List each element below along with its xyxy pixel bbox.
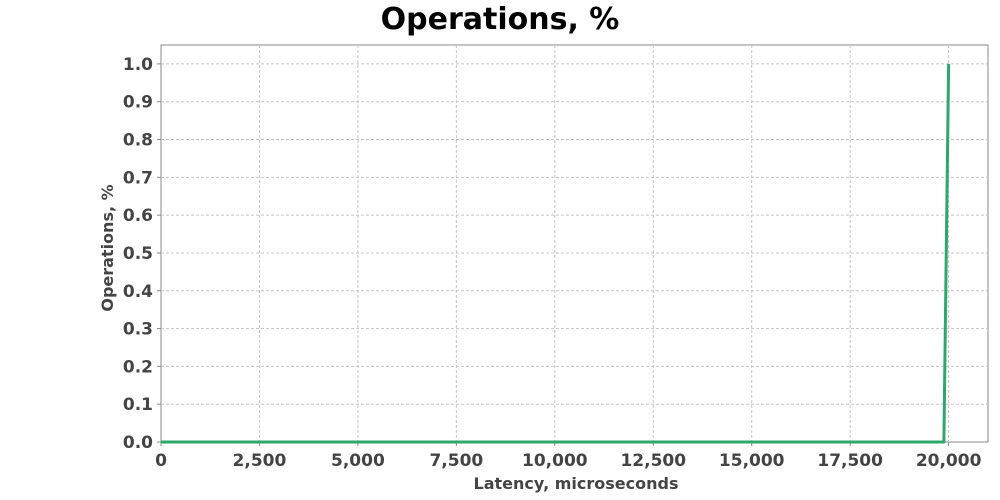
horizontal-gridlines bbox=[161, 63, 988, 405]
x-tick-label: 20,000 bbox=[916, 451, 982, 471]
y-tick-label: 0.3 bbox=[123, 320, 153, 340]
y-tick-label: 1.0 bbox=[123, 55, 153, 75]
y-tick-label: 0.6 bbox=[123, 206, 153, 226]
y-tick-label: 0.8 bbox=[123, 131, 153, 151]
x-axis-ticks: 0 2,500 5,000 7,500 10,000 12,500 15,000 17,500… bbox=[155, 442, 982, 471]
y-tick-label: 0.9 bbox=[123, 93, 153, 113]
y-axis-ticks: 0.0 0.1 0.2 0.3 0.4 0.5 0.6 0.7 0.8 0.9 1.0 bbox=[123, 55, 161, 453]
x-tick-label: 15,000 bbox=[719, 451, 785, 471]
x-tick-label: 17,500 bbox=[817, 451, 883, 471]
x-tick-label: 0 bbox=[155, 451, 167, 471]
x-tick-label: 10,000 bbox=[522, 451, 588, 471]
y-axis-label: Operations, % bbox=[98, 184, 117, 311]
y-tick-label: 0.1 bbox=[123, 395, 153, 415]
series-layer bbox=[160, 63, 951, 444]
x-tick-label: 12,500 bbox=[620, 451, 686, 471]
y-tick-label: 0.2 bbox=[123, 357, 153, 377]
x-tick-label: 5,000 bbox=[331, 451, 385, 471]
y-tick-label: 0.7 bbox=[123, 168, 153, 188]
chart-title: Operations, % bbox=[381, 2, 620, 37]
y-tick-label: 0.5 bbox=[123, 244, 153, 264]
x-tick-label: 7,500 bbox=[429, 451, 483, 471]
y-tick-label: 0.0 bbox=[123, 433, 153, 453]
vertical-gridlines bbox=[258, 45, 950, 442]
x-axis-label: Latency, microseconds bbox=[474, 474, 679, 493]
y-tick-label: 0.4 bbox=[123, 282, 153, 302]
x-tick-label: 2,500 bbox=[233, 451, 287, 471]
plot-area bbox=[160, 44, 989, 443]
